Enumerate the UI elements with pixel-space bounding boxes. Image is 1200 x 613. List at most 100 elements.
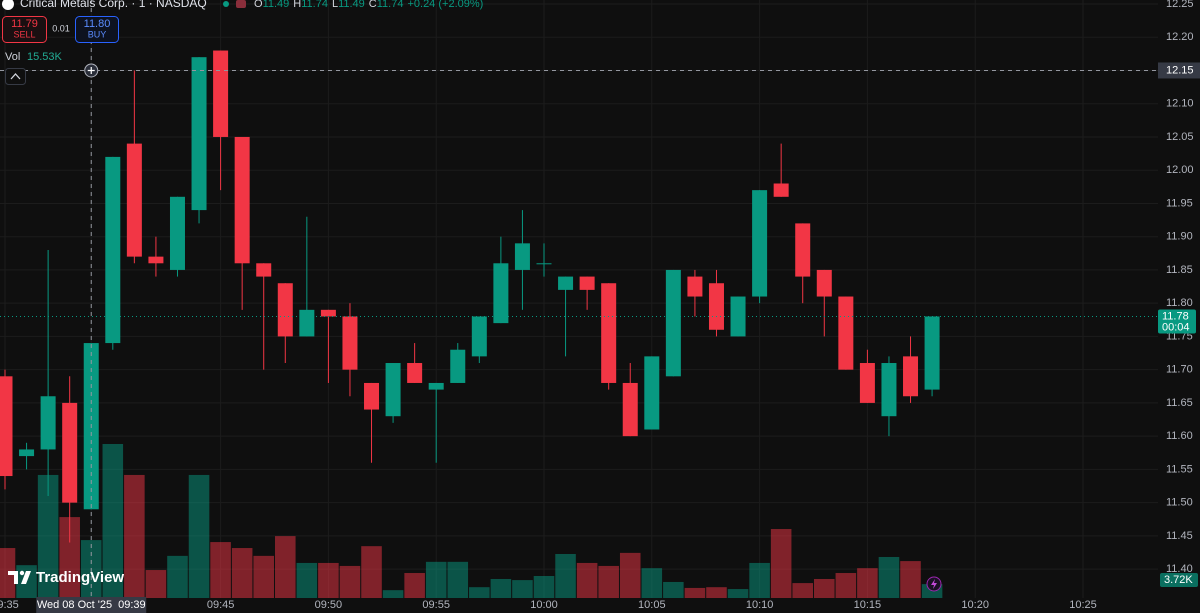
y-tick-label: 11.45 [1166, 530, 1193, 542]
x-tick-label: 09:45 [207, 599, 235, 611]
volume-bar [145, 570, 167, 598]
y-tick-label: 11.95 [1166, 197, 1193, 209]
collapse-button[interactable] [5, 68, 26, 85]
volume-bar [37, 474, 59, 598]
collapse-icon [10, 73, 21, 80]
ohlc-letter: C [369, 0, 377, 10]
volume-bar [124, 474, 145, 598]
volume-bar [512, 580, 533, 598]
ohlc-value: 11.74 [377, 0, 404, 10]
y-tick-label: 11.80 [1166, 297, 1193, 309]
candle-body [299, 309, 315, 337]
volume-bar [0, 548, 16, 598]
candle-body [19, 449, 35, 457]
volume-bar [404, 573, 425, 598]
candle-body [730, 296, 746, 337]
candle-body [579, 276, 595, 290]
volume-bar [339, 565, 361, 598]
crosshair-time-label: Wed 08 Oct '25 09:39 [37, 599, 146, 611]
volume-title: Vol [5, 51, 20, 63]
candle-layer [0, 50, 940, 543]
candle-body [169, 196, 185, 270]
volume-bar [857, 568, 878, 598]
volume-bar [555, 554, 576, 598]
candle-body [0, 376, 13, 477]
x-tick-label: 09:55 [422, 599, 450, 611]
volume-bar [296, 562, 318, 598]
candle-body [428, 382, 444, 390]
last-price-badge [1158, 309, 1196, 334]
candle-body [536, 263, 552, 265]
buy-price: 11.80 [84, 18, 111, 30]
crosshair-time-badge [36, 597, 147, 613]
candle-body [105, 156, 121, 344]
candle-body [558, 276, 574, 290]
candle-body [838, 296, 854, 370]
x-tick-label: 09:35 [0, 599, 19, 611]
y-tick-label: 11.85 [1166, 264, 1193, 276]
candle-body [407, 363, 423, 383]
volume-bar [210, 542, 231, 598]
candle-body [622, 382, 638, 437]
crosshair-price-label: 12.15 [1166, 64, 1194, 76]
volume-bar [663, 581, 684, 598]
symbol-title[interactable]: Critical Metals Corp. · 1 · NASDAQ [20, 0, 207, 10]
sell-button[interactable] [2, 16, 47, 43]
candle-body [903, 356, 919, 397]
market-status [223, 1, 229, 7]
watermark-logo [8, 570, 31, 584]
alert-icon[interactable] [926, 576, 942, 592]
candle-body [752, 190, 768, 297]
volume-badge [1160, 573, 1198, 587]
volume-bar [167, 555, 188, 598]
ohlc-letter: H [293, 0, 301, 10]
volume-bar [727, 589, 749, 598]
y-tick-label: 12.25 [1166, 0, 1194, 10]
candle-body [364, 382, 380, 410]
candle-body [62, 402, 78, 503]
volume-bar [900, 561, 921, 598]
x-tick-label: 09:50 [315, 599, 343, 611]
x-tick-label: 10:05 [638, 599, 666, 611]
candle-body [795, 223, 811, 277]
y-tick-label: 12.00 [1166, 164, 1194, 176]
change: +0.24 (+2.09%) [407, 0, 483, 10]
candle-body [708, 283, 724, 330]
buy-label: BUY [88, 29, 107, 39]
candle-body [450, 349, 466, 383]
volume-bar [318, 562, 339, 598]
candle-body [40, 396, 56, 450]
volume-bar [792, 583, 813, 598]
volume-bar [641, 568, 663, 598]
x-tick-label: 10:00 [530, 599, 558, 611]
volume-bar [382, 590, 404, 598]
volume-readout: 15.53K [27, 51, 63, 63]
candle-body [773, 183, 789, 197]
candle-body [881, 363, 897, 417]
buy-button[interactable] [75, 16, 119, 43]
ohlc-letter: O [254, 0, 263, 10]
crosshair-plus [87, 66, 95, 74]
y-tick-label: 12.20 [1166, 31, 1194, 43]
x-tick-label: 10:10 [746, 599, 774, 611]
y-tick-label: 11.90 [1166, 231, 1193, 243]
volume-bar [469, 587, 490, 598]
data-status [236, 0, 246, 8]
y-tick-label: 11.70 [1166, 364, 1193, 376]
candle-body [471, 316, 487, 357]
candle-body [924, 316, 940, 390]
candle-body [256, 263, 272, 277]
volume-bar [253, 555, 274, 598]
y-tick-label: 11.55 [1166, 463, 1193, 475]
x-tick-label: 10:15 [854, 599, 882, 611]
y-tick-label: 11.50 [1166, 497, 1193, 509]
volume-badge-label: 3.72K [1164, 574, 1193, 586]
volume-bar [231, 548, 253, 598]
candle-body [277, 283, 293, 337]
crosshair-date: Wed 08 Oct '25 [37, 599, 112, 611]
candle-body [859, 363, 875, 403]
volume-bar [814, 578, 835, 598]
volume-bar [361, 546, 382, 598]
